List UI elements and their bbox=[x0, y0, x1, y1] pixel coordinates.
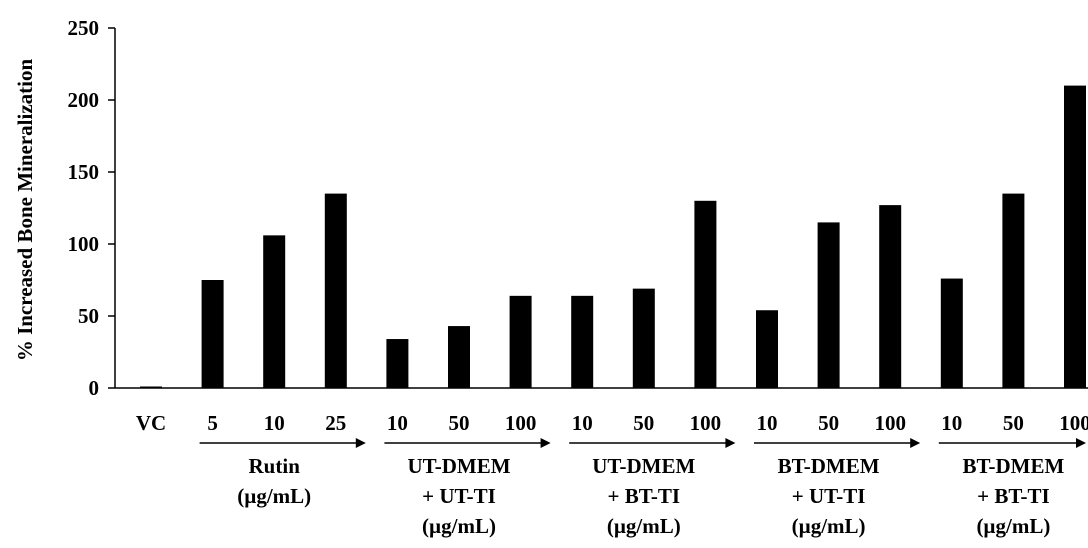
bar bbox=[448, 326, 470, 388]
bar bbox=[324, 193, 347, 388]
bar bbox=[201, 280, 224, 388]
group-label: BT-DMEM bbox=[962, 454, 1064, 478]
group-label: (µg/mL) bbox=[976, 514, 1050, 538]
x-tick-label: 100 bbox=[874, 411, 906, 435]
y-tick-label: 150 bbox=[68, 160, 100, 184]
group-arrow-head bbox=[910, 438, 921, 448]
x-tick-label: 100 bbox=[690, 411, 722, 435]
y-ticks: 0 50 100 150 200 250 bbox=[68, 16, 115, 400]
bar bbox=[509, 295, 532, 388]
y-tick-label: 250 bbox=[68, 16, 100, 40]
bars bbox=[140, 85, 1086, 388]
group-arrow-head bbox=[1076, 438, 1086, 448]
x-tick-label: 10 bbox=[387, 411, 408, 435]
x-tick-label: 50 bbox=[1003, 411, 1024, 435]
x-tick-label: 100 bbox=[1059, 411, 1088, 435]
group-label: + BT-TI bbox=[977, 484, 1049, 508]
group-label: Rutin bbox=[249, 454, 301, 478]
y-axis-label: % Increased Bone Mineralization bbox=[13, 59, 37, 362]
group-label: (µg/mL) bbox=[237, 484, 311, 508]
group-label: + BT-TI bbox=[608, 484, 680, 508]
y-tick-label: 100 bbox=[68, 232, 100, 256]
group-label: (µg/mL) bbox=[422, 514, 496, 538]
x-tick-label: 100 bbox=[505, 411, 537, 435]
group-label: BT-DMEM bbox=[778, 454, 880, 478]
bar bbox=[632, 288, 655, 388]
group-label: + UT-TI bbox=[792, 484, 866, 508]
group-label: UT-DMEM bbox=[407, 454, 510, 478]
bar bbox=[140, 386, 162, 388]
group-arrow-head bbox=[725, 438, 736, 448]
bar bbox=[940, 278, 963, 388]
y-tick-label: 50 bbox=[78, 304, 99, 328]
bar bbox=[386, 339, 409, 388]
x-tick-label: 25 bbox=[325, 411, 346, 435]
bar bbox=[1002, 193, 1025, 388]
bar bbox=[694, 200, 717, 388]
y-tick-label: 0 bbox=[89, 376, 100, 400]
x-tick-label: 10 bbox=[757, 411, 778, 435]
group-label: + UT-TI bbox=[422, 484, 496, 508]
group-arrow-head bbox=[355, 438, 366, 448]
x-tick-label: VC bbox=[136, 411, 166, 435]
x-tick-label: 50 bbox=[633, 411, 654, 435]
bar bbox=[817, 222, 840, 388]
bar bbox=[571, 295, 594, 388]
x-tick-label: 50 bbox=[818, 411, 839, 435]
group-label: (µg/mL) bbox=[607, 514, 681, 538]
x-tick-label: 50 bbox=[449, 411, 470, 435]
x-tick-labels: VC 5 10 25 10 50 100 10 50 100 10 50 100 10 50 100 bbox=[136, 411, 1088, 435]
group-arrow-head bbox=[540, 438, 551, 448]
group-label: UT-DMEM bbox=[592, 454, 695, 478]
bar bbox=[756, 310, 778, 388]
x-tick-label: 10 bbox=[941, 411, 962, 435]
group-label: (µg/mL) bbox=[792, 514, 866, 538]
group-labels: Rutin (µg/mL) UT-DMEM + UT-TI (µg/mL) UT-DMEM… bbox=[199, 438, 1086, 538]
x-tick-label: 10 bbox=[572, 411, 593, 435]
bar bbox=[1064, 85, 1086, 388]
bar bbox=[879, 205, 902, 388]
bar bbox=[263, 235, 286, 388]
y-tick-label: 200 bbox=[68, 88, 100, 112]
x-tick-label: 5 bbox=[207, 411, 218, 435]
x-tick-label: 10 bbox=[264, 411, 285, 435]
